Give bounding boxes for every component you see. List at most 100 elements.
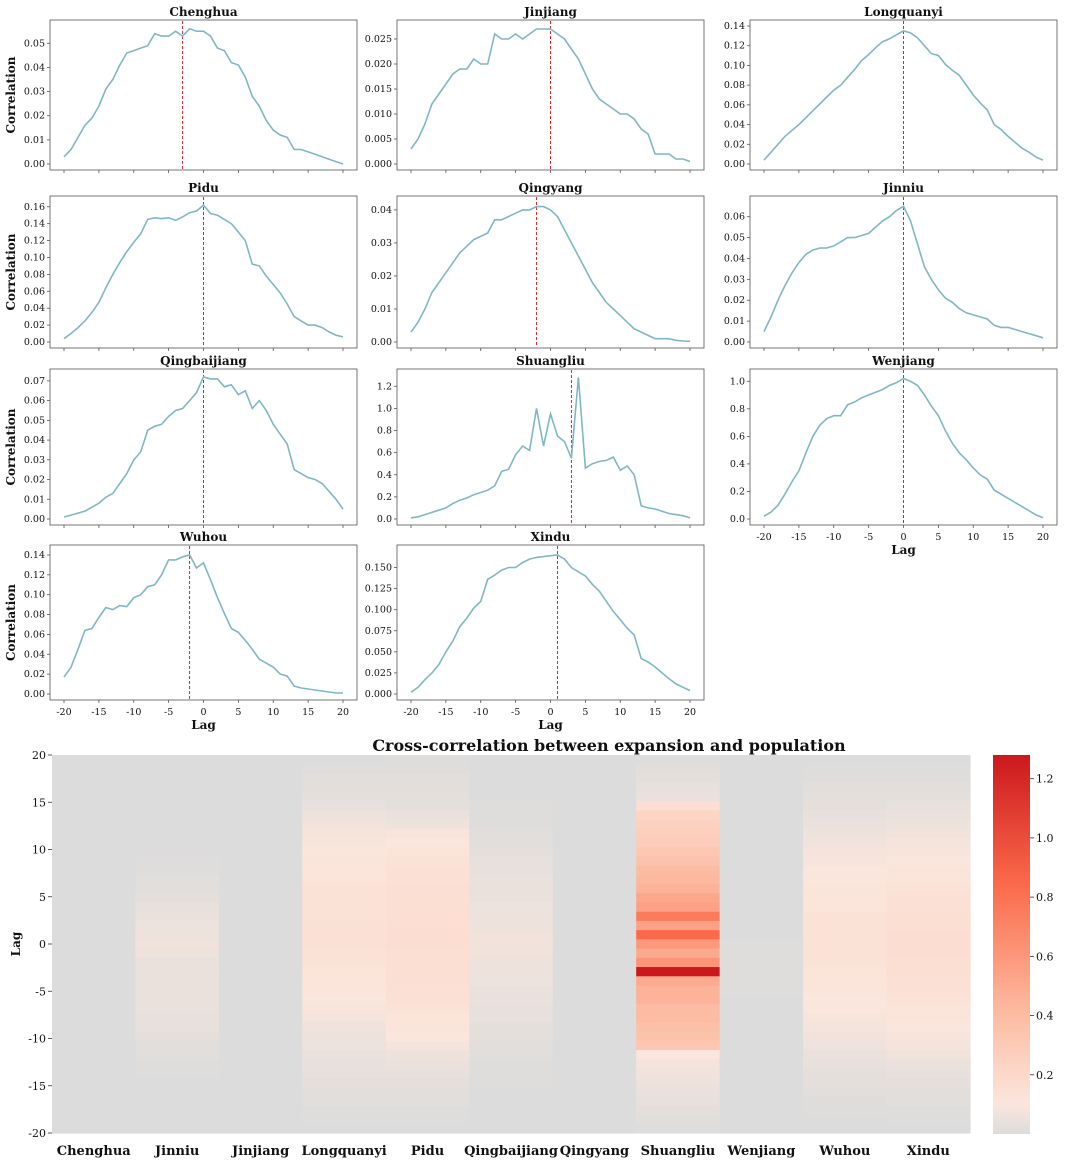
heatmap-cell bbox=[719, 1096, 804, 1106]
heatmap-cell bbox=[218, 930, 303, 940]
heatmap-cell bbox=[469, 1031, 554, 1042]
heatmap-cell bbox=[552, 1040, 637, 1051]
correlation-line bbox=[63, 375, 344, 518]
heatmap-cell bbox=[135, 1050, 220, 1060]
y-tick-label: 0.04 bbox=[24, 62, 45, 73]
heatmap-cell bbox=[52, 1105, 137, 1116]
heatmap-cell bbox=[803, 801, 888, 811]
heatmap-cell bbox=[636, 874, 721, 885]
heatmap-cell bbox=[469, 1050, 554, 1060]
heatmap-cell bbox=[218, 911, 303, 922]
x-tick-label: -15 bbox=[91, 707, 106, 718]
heatmap-cell bbox=[886, 1123, 971, 1134]
heatmap-cell bbox=[886, 1022, 971, 1033]
y-tick-label: 0.04 bbox=[724, 253, 745, 264]
heatmap-cell bbox=[469, 847, 554, 858]
heatmap-cell bbox=[218, 1096, 303, 1106]
correlation-line bbox=[63, 554, 343, 694]
heatmap-cell bbox=[719, 791, 804, 802]
heatmap-cell bbox=[385, 837, 470, 848]
y-tick-label: 0.06 bbox=[24, 286, 45, 297]
heatmap-y-tick-label: 0 bbox=[39, 938, 46, 951]
heatmap-cell bbox=[552, 994, 637, 1005]
x-tick-label: -10 bbox=[473, 707, 488, 718]
heatmap-cell bbox=[135, 884, 220, 894]
heatmap-cell bbox=[135, 865, 220, 876]
heatmap-cell bbox=[218, 801, 303, 811]
heatmap-cell bbox=[135, 948, 220, 959]
heatmap-x-tick-label: Jinniu bbox=[154, 1144, 199, 1159]
y-tick-label: 0.020 bbox=[365, 59, 392, 70]
heatmap-cell bbox=[52, 1086, 137, 1097]
heatmap-cell bbox=[886, 994, 971, 1005]
heatmap-cell bbox=[385, 911, 470, 922]
chart-title: Chenghua bbox=[169, 5, 237, 19]
heatmap-cell bbox=[636, 847, 721, 858]
heatmap-cell bbox=[135, 1096, 220, 1106]
y-tick-label: 0.050 bbox=[365, 647, 392, 658]
heatmap-cell bbox=[636, 856, 721, 867]
heatmap-cell bbox=[218, 819, 303, 830]
heatmap-cell bbox=[385, 902, 470, 913]
heatmap-cell bbox=[469, 1123, 554, 1134]
heatmap-cell bbox=[803, 791, 888, 802]
heatmap-cell bbox=[218, 939, 303, 950]
x-tick-label: 15 bbox=[1002, 532, 1014, 543]
heatmap-cell bbox=[552, 1068, 637, 1079]
x-tick-label: -5 bbox=[511, 707, 520, 718]
x-tick-label: 5 bbox=[235, 707, 241, 718]
heatmap-cell bbox=[135, 957, 220, 968]
heatmap-y-tick-label: -10 bbox=[28, 1033, 46, 1046]
heatmap-cell bbox=[302, 1003, 387, 1014]
heatmap-cell bbox=[302, 948, 387, 959]
heatmap-cell bbox=[218, 1068, 303, 1079]
heatmap-cell bbox=[218, 764, 303, 775]
y-tick-label: 0.02 bbox=[24, 669, 45, 680]
y-tick-label: 0.10 bbox=[24, 590, 45, 601]
colorbar-tick-label: 0.8 bbox=[1036, 891, 1054, 904]
colorbar-tick-label: 0.2 bbox=[1036, 1069, 1054, 1082]
heatmap-y-axis-label: Lag bbox=[9, 931, 23, 956]
y-tick-label: 1.2 bbox=[377, 381, 392, 392]
x-tick-label: -10 bbox=[126, 707, 141, 718]
y-tick-label: 0.06 bbox=[24, 396, 45, 407]
line-chart-8: Wenjiang 0.0 0.2 0.4 0.6 0.8 1.0 -20 -15 -10 -5 0 5 1… bbox=[730, 354, 1058, 557]
heatmap-cell bbox=[218, 1059, 303, 1070]
heatmap-cell bbox=[218, 837, 303, 848]
heatmap-cell bbox=[719, 893, 804, 904]
heatmap-cell bbox=[302, 957, 387, 968]
y-tick-label: 0.8 bbox=[377, 426, 392, 437]
x-tick-label: 5 bbox=[935, 532, 941, 543]
heatmap-cell bbox=[636, 828, 721, 839]
heatmap-cell bbox=[886, 1040, 971, 1051]
heatmap-cell bbox=[218, 1077, 303, 1088]
heatmap-cell bbox=[469, 764, 554, 775]
heatmap-cell bbox=[803, 755, 888, 765]
heatmap-cell bbox=[302, 1105, 387, 1116]
heatmap-cell bbox=[52, 976, 137, 987]
heatmap-cell bbox=[135, 994, 220, 1005]
heatmap-cell bbox=[135, 1031, 220, 1042]
y-tick-label: 0.01 bbox=[24, 135, 45, 146]
heatmap-cell bbox=[218, 1022, 303, 1033]
heatmap-cell bbox=[803, 930, 888, 940]
line-chart-4: Qingyang 0.00 0.01 0.02 0.03 0.04 bbox=[371, 181, 705, 351]
y-tick-label: 0.10 bbox=[724, 60, 745, 71]
heatmap-cell bbox=[636, 1114, 721, 1125]
y-tick-label: 0.00 bbox=[724, 337, 745, 348]
heatmap-cell bbox=[52, 1114, 137, 1125]
correlation-line bbox=[763, 30, 1044, 161]
heatmap-cell bbox=[135, 1022, 220, 1033]
heatmap-cell bbox=[385, 1068, 470, 1079]
heatmap-cell bbox=[719, 1086, 804, 1097]
heatmap-cell bbox=[552, 755, 637, 765]
line-chart-10: Xindu 0.000 0.025 0.050 0.075 0.100 0.125 0.150… bbox=[365, 530, 705, 732]
heatmap-cell bbox=[469, 1068, 554, 1079]
y-tick-label: 0.04 bbox=[24, 303, 45, 314]
heatmap-cell bbox=[385, 994, 470, 1005]
heatmap-cell bbox=[218, 893, 303, 904]
heatmap-cell bbox=[302, 1013, 387, 1023]
heatmap-cell bbox=[385, 1040, 470, 1051]
heatmap-cell bbox=[636, 930, 721, 940]
